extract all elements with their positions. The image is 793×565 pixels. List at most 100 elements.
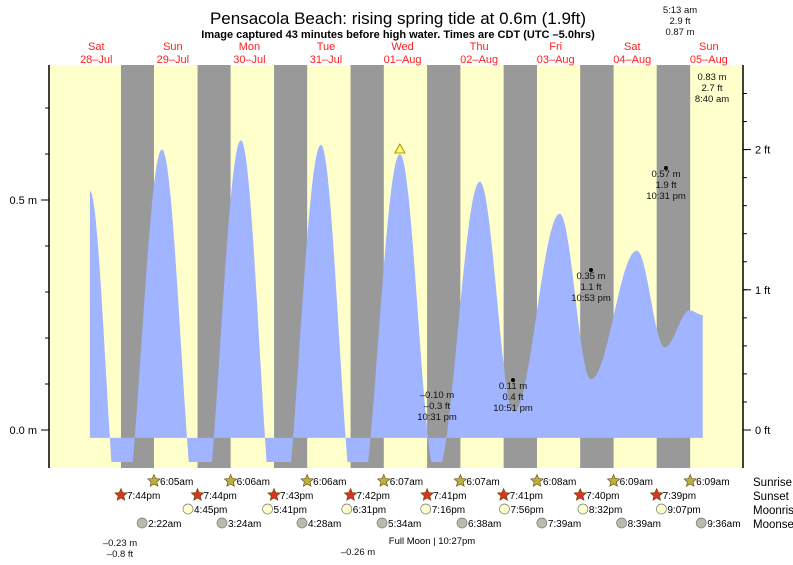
extreme-label: 2.7 ft	[701, 83, 722, 94]
extreme-label: –0.10 m	[420, 390, 454, 401]
sunset-time: 7:41pm	[433, 491, 466, 502]
sunset-icon	[496, 487, 511, 501]
extreme-dot	[511, 378, 515, 382]
day-of-week-label: Thu	[470, 41, 489, 53]
sunset-time: 7:41pm	[510, 491, 543, 502]
moonset-time: 3:24am	[228, 519, 261, 530]
sunset-icon	[573, 487, 588, 501]
sunset-time: 7:39pm	[663, 491, 696, 502]
tide-annotations: 5:13 am2.9 ft0.87 m 0.83 m2.7 ft8:40 am 0.…	[103, 5, 729, 560]
day-of-week-label: Wed	[391, 41, 413, 53]
moonrise-icon	[656, 503, 667, 515]
moonset-icon	[616, 517, 627, 529]
date-label: 28–Jul	[80, 54, 112, 66]
sunset-icon	[420, 487, 435, 501]
chart-title: Pensacola Beach: rising spring tide at 0…	[210, 9, 586, 28]
extreme-label: 10:31 pm	[417, 412, 457, 423]
extreme-label: 0.57 m	[651, 169, 680, 180]
sunset-time: 7:40pm	[586, 491, 619, 502]
extreme-label: 1.1 ft	[580, 282, 601, 293]
extreme-label: 0.35 m	[576, 271, 605, 282]
extreme-label: –0.3 ft	[424, 401, 451, 412]
sunrise-icon	[147, 473, 161, 487]
sunset-icon	[267, 487, 281, 501]
moonrise-icon	[420, 503, 432, 515]
moonrise-time: 7:56pm	[510, 505, 543, 516]
sunrise-time: 6:07am	[466, 477, 499, 488]
sunrise-time: 6:07am	[390, 477, 423, 488]
date-label: 03–Aug	[537, 54, 575, 66]
extreme-label: –0.8 ft	[107, 549, 134, 560]
day-of-week-label: Sun	[699, 41, 719, 53]
extreme-label: 10:53 pm	[571, 293, 611, 304]
extreme-label: 0.83 m	[697, 72, 726, 83]
sunrise-time: 6:08am	[543, 477, 576, 488]
extreme-label: –0.26 m	[341, 547, 375, 558]
moonset-time: 2:22am	[148, 519, 181, 530]
moonrise-icon	[577, 503, 589, 515]
sunset-icon	[190, 487, 205, 501]
left-tick-label: 0.0 m	[9, 425, 37, 437]
moonset-time: 9:36am	[707, 519, 740, 530]
sunset-icon	[649, 487, 664, 501]
moonset-time: 6:38am	[468, 519, 501, 530]
sunrise-icon	[376, 473, 391, 487]
right-tick-label: 1 ft	[755, 285, 770, 297]
moonrise-time: 4:45pm	[194, 505, 227, 516]
extreme-label: 10:51 pm	[493, 403, 533, 414]
moonset-icon	[536, 517, 548, 529]
moonset-time: 4:28am	[308, 519, 341, 530]
sunrise-icon	[223, 473, 238, 487]
sunrise-time: 6:06am	[313, 477, 346, 488]
sunset-icon	[114, 487, 128, 501]
date-label: 05–Aug	[690, 54, 728, 66]
moonrise-time: 7:16pm	[432, 505, 465, 516]
moonset-row-label: Moonset	[753, 519, 793, 531]
sunrise-row-label: Sunrise	[753, 477, 792, 489]
moonrise-icon	[341, 503, 353, 515]
extreme-label: 2.9 ft	[669, 16, 690, 27]
day-of-week-label: Fri	[549, 41, 562, 53]
sunrise-time: 6:09am	[620, 477, 653, 488]
extreme-label: 5:13 am	[663, 5, 697, 16]
moonrise-time: 8:32pm	[589, 505, 622, 516]
sunrise-icon	[530, 473, 544, 487]
date-label: 31–Jul	[310, 54, 342, 66]
moonset-icon	[695, 517, 707, 529]
sunrise-time: 6:06am	[237, 477, 270, 488]
moonset-time: 5:34am	[388, 519, 421, 530]
right-tick-label: 0 ft	[755, 425, 770, 437]
extreme-dot	[664, 166, 668, 170]
sunrise-icon	[453, 473, 468, 487]
axes: 0.0 m 0.5 m 0 ft 1 ft 2 ft	[9, 65, 770, 468]
left-tick-label: 0.5 m	[9, 195, 37, 207]
date-label: 02–Aug	[460, 54, 498, 66]
moonset-icon	[296, 517, 308, 529]
moonset-icon	[376, 517, 388, 529]
sunset-time: 7:42pm	[357, 491, 390, 502]
tide-area	[89, 140, 703, 462]
moon-phase-label: Full Moon | 10:27pm	[389, 536, 476, 547]
extreme-dot	[589, 268, 593, 272]
day-labels: Sat28–JulSun29–JulMon30–JulTue31–JulWed0…	[80, 41, 728, 66]
date-label: 30–Jul	[233, 54, 265, 66]
extreme-label: 1.9 ft	[655, 180, 676, 191]
extreme-label: 8:40 am	[695, 94, 729, 105]
moonset-icon	[216, 517, 228, 529]
date-label: 04–Aug	[613, 54, 651, 66]
moonrise-icon	[182, 503, 194, 515]
current-time-marker	[394, 143, 406, 154]
moonset-icon	[456, 517, 468, 529]
sunrise-time: 6:09am	[696, 477, 729, 488]
day-of-week-label: Sat	[88, 41, 105, 53]
moonrise-row-label: Moonrise	[753, 505, 793, 517]
moonrise-time: 9:07pm	[667, 505, 700, 516]
date-label: 29–Jul	[157, 54, 189, 66]
moonset-time: 7:39am	[548, 519, 581, 530]
day-of-week-label: Sun	[163, 41, 183, 53]
day-of-week-label: Tue	[317, 41, 336, 53]
day-of-week-label: Sat	[624, 41, 641, 53]
almanac-rows: 6:05am 6:06am 6:06am 6:07am 6:07am 6:08am 6:09…	[114, 473, 793, 547]
extreme-label: –0.23 m	[103, 538, 137, 549]
